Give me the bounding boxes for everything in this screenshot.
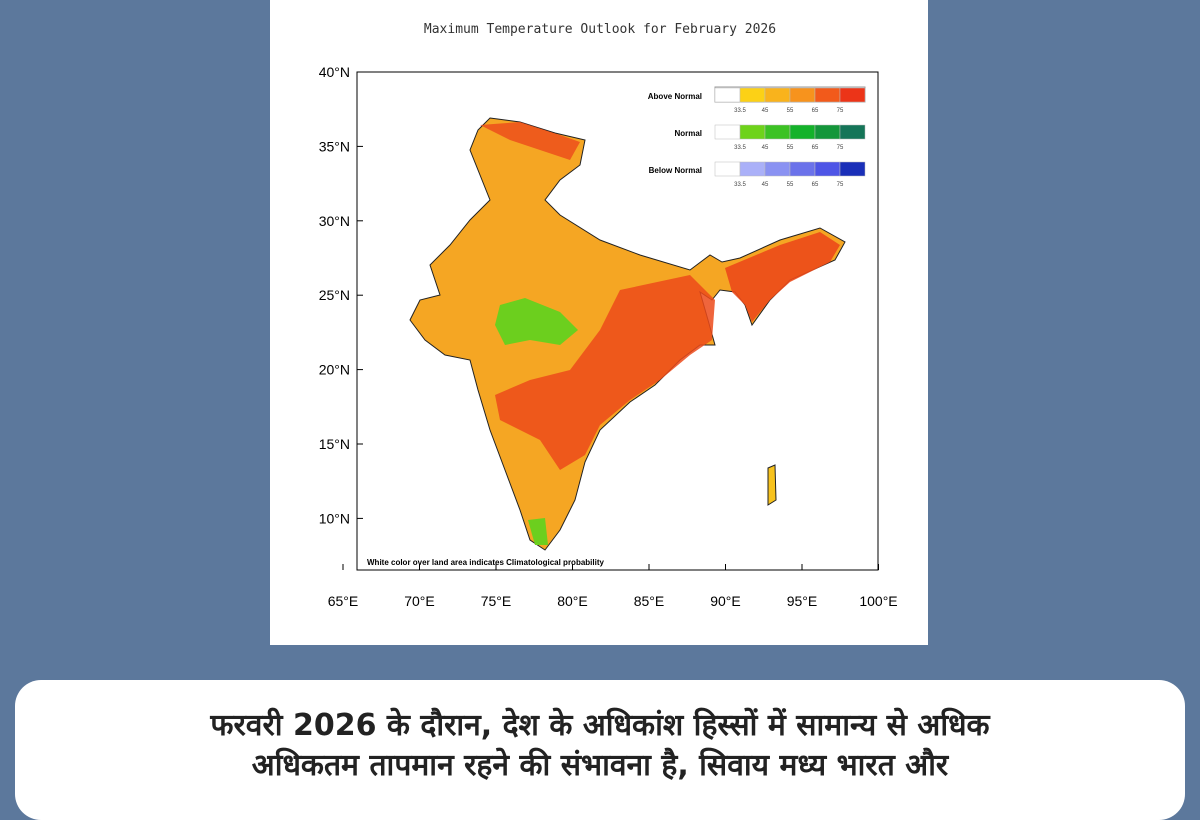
caption-card: फरवरी 2026 के दौरान, देश के अधिकांश हिस्…: [15, 680, 1185, 820]
legend-swatch: [814, 161, 841, 177]
legend-swatch: [764, 87, 791, 103]
above-normal-high-region-east: [495, 275, 715, 470]
lat-tick-label: 15°N: [319, 436, 350, 452]
legend-swatch: [714, 87, 741, 103]
legend-tick-label: 75: [837, 108, 844, 114]
legend-tick-label: 33.5: [734, 108, 746, 114]
legend-swatch: [839, 124, 866, 140]
lon-tick-label: 70°E: [404, 593, 435, 609]
caption-line-1: फरवरी 2026 के दौरान, देश के अधिकांश हिस्…: [210, 708, 990, 743]
legend-tick-label: 55: [787, 108, 794, 114]
legend-tick-label: 75: [837, 182, 844, 188]
legend-swatch: [714, 124, 741, 140]
legend-swatch: [739, 87, 766, 103]
above-normal-high-region-kashmir: [480, 122, 580, 160]
legend-swatch: [764, 161, 791, 177]
legend-tick-label: 33.5: [734, 145, 746, 151]
legend-swatch: [739, 124, 766, 140]
caption-line-2: अधिकतम तापमान रहने की संभावना है, सिवाय …: [251, 748, 949, 783]
legend-swatch: [789, 124, 816, 140]
andaman-islands: [767, 464, 777, 506]
lon-tick-label: 90°E: [710, 593, 741, 609]
lat-tick-label: 30°N: [319, 213, 350, 229]
legend-tick-label: 65: [812, 108, 819, 114]
above-normal-high-region-northeast: [725, 232, 840, 322]
lat-tick-label: 20°N: [319, 362, 350, 378]
legend-tick-label: 45: [762, 182, 769, 188]
legend-label: Below Normal: [649, 166, 702, 175]
lat-tick-label: 35°N: [319, 138, 350, 154]
lat-tick-label: 40°N: [319, 64, 350, 80]
legend-swatch: [814, 124, 841, 140]
map-title: Maximum Temperature Outlook for February…: [423, 22, 777, 37]
lon-tick-label: 80°E: [557, 593, 588, 609]
legend-swatch: [739, 161, 766, 177]
legend-label: Above Normal: [648, 92, 702, 101]
climatology-note: White color over land area indicates Cli…: [367, 558, 604, 567]
legend-swatch: [789, 161, 816, 177]
legend-tick-label: 45: [762, 145, 769, 151]
legend-swatch: [714, 161, 741, 177]
normal-region-south: [528, 518, 548, 545]
legend-tick-label: 45: [762, 108, 769, 114]
legend-swatch: [839, 87, 866, 103]
legend-swatch: [814, 87, 841, 103]
map-frame: [356, 71, 879, 571]
legend-tick-label: 75: [837, 145, 844, 151]
outlook-map: Above Normal 33.5 45 55 65 75 Normal 33.5 45 55 65…: [319, 64, 898, 609]
legend: Above Normal 33.5 45 55 65 75 Normal 33.5 45 55 65…: [648, 87, 866, 188]
axis-ticks: 40°N 35°N 30°N 25°N 20°N 15°N 10°N 65°E 70°E 75°E…: [319, 64, 898, 609]
legend-tick-label: 65: [812, 182, 819, 188]
lon-tick-label: 85°E: [634, 593, 665, 609]
lon-tick-label: 100°E: [859, 593, 897, 609]
legend-tick-label: 33.5: [734, 182, 746, 188]
lat-tick-label: 10°N: [319, 510, 350, 526]
legend-swatch: [764, 124, 791, 140]
legend-swatch: [839, 161, 866, 177]
legend-swatch: [789, 87, 816, 103]
legend-tick-label: 55: [787, 145, 794, 151]
legend-tick-label: 65: [812, 145, 819, 151]
lon-tick-label: 95°E: [787, 593, 818, 609]
lon-tick-label: 65°E: [328, 593, 359, 609]
normal-region-central: [495, 298, 578, 345]
legend-tick-label: 55: [787, 182, 794, 188]
lat-tick-label: 25°N: [319, 287, 350, 303]
lon-tick-label: 75°E: [481, 593, 512, 609]
legend-label: Normal: [674, 129, 702, 138]
